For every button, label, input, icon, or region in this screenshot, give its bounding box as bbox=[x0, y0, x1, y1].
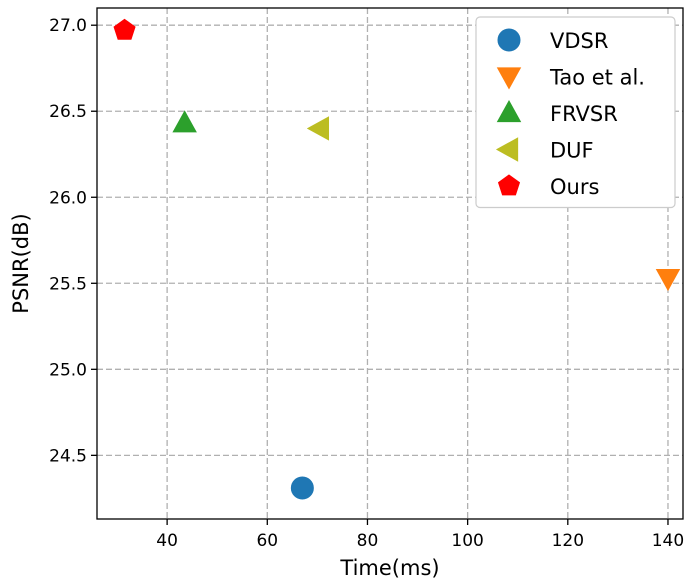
data-point-ours bbox=[113, 18, 136, 40]
x-tick-label: 60 bbox=[256, 531, 278, 551]
x-tick-label: 100 bbox=[451, 531, 483, 551]
x-tick-label: 40 bbox=[156, 531, 178, 551]
data-point-frvsr bbox=[172, 110, 197, 133]
plot-area bbox=[96, 7, 684, 520]
legend-marker-duf bbox=[495, 137, 519, 162]
legend: VDSR Tao et al. FRVSR DUF Ours bbox=[475, 16, 676, 209]
data-point-vdsr bbox=[290, 476, 314, 500]
y-tick-label: 26.5 bbox=[49, 102, 87, 122]
y-tick-label: 24.5 bbox=[49, 446, 87, 466]
y-tick-label: 26.0 bbox=[49, 188, 87, 208]
x-tick-label: 80 bbox=[357, 531, 379, 551]
y-tick-label: 27.0 bbox=[49, 16, 87, 36]
legend-marker-ours bbox=[497, 174, 521, 196]
legend-marker-tao-et-al bbox=[496, 67, 522, 90]
data-point-tao-et-al bbox=[655, 268, 681, 292]
x-axis-label: Time(ms) bbox=[339, 556, 439, 580]
ticks: 40 60 80 100 120 140 24.5 25.0 25.5 26.0 26.5 27.0 bbox=[49, 16, 684, 551]
legend-marker-frvsr bbox=[496, 99, 522, 123]
data-points bbox=[113, 18, 681, 500]
legend-marker-vdsr bbox=[497, 28, 521, 52]
x-tick-label: 120 bbox=[552, 531, 584, 551]
legend-label: DUF bbox=[550, 139, 594, 163]
y-axis-label: PSNR(dB) bbox=[9, 213, 33, 313]
y-tick-label: 25.0 bbox=[49, 360, 87, 380]
legend-label: VDSR bbox=[550, 29, 608, 53]
legend-label: FRVSR bbox=[550, 102, 618, 126]
x-tick-label: 140 bbox=[652, 531, 684, 551]
y-tick-label: 25.5 bbox=[49, 274, 87, 294]
legend-box bbox=[475, 16, 676, 209]
legend-label: Tao et al. bbox=[549, 66, 645, 90]
legend-label: Ours bbox=[550, 175, 599, 199]
data-point-duf bbox=[306, 116, 330, 141]
